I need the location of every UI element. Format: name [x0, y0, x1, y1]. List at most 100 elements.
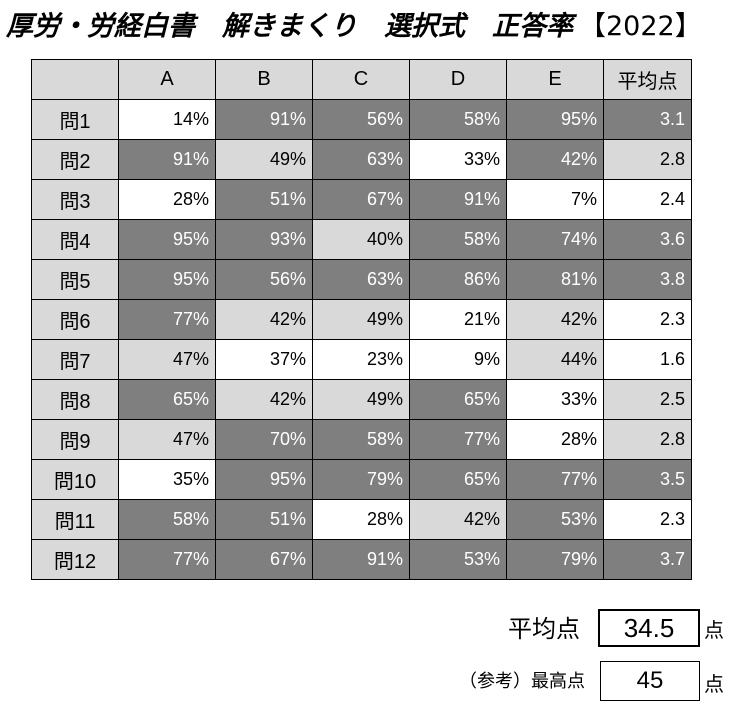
cell-b: 37% [215, 339, 313, 380]
average-score-unit: 点 [704, 618, 724, 642]
header-col-d: D [409, 59, 507, 100]
cell-d: 77% [409, 419, 507, 460]
average-score-value: 34.5 [598, 609, 700, 647]
cell-d: 42% [409, 499, 507, 540]
cell-a: 77% [118, 539, 216, 580]
cell-c: 58% [312, 419, 410, 460]
cell-d: 33% [409, 139, 507, 180]
header-col-a: A [118, 59, 216, 100]
header-col-average: 平均点 [603, 59, 692, 100]
cell-average: 3.1 [603, 99, 692, 140]
cell-c: 40% [312, 219, 410, 260]
table-row: 問3 28% 51% 67% 91% 7% 2.4 [31, 179, 692, 220]
cell-c: 23% [312, 339, 410, 380]
table-row: 問10 35% 95% 79% 65% 77% 3.5 [31, 459, 692, 500]
cell-b: 70% [215, 419, 313, 460]
cell-c: 79% [312, 459, 410, 500]
row-label: 問7 [31, 339, 119, 380]
cell-e: 95% [506, 99, 604, 140]
cell-a: 47% [118, 419, 216, 460]
row-label: 問12 [31, 539, 119, 580]
header-col-c: C [312, 59, 410, 100]
cell-e: 74% [506, 219, 604, 260]
cell-d: 21% [409, 299, 507, 340]
table-row: 問2 91% 49% 63% 33% 42% 2.8 [31, 139, 692, 180]
cell-d: 53% [409, 539, 507, 580]
cell-a: 14% [118, 99, 216, 140]
cell-b: 51% [215, 179, 313, 220]
cell-average: 2.4 [603, 179, 692, 220]
cell-c: 63% [312, 259, 410, 300]
cell-b: 51% [215, 499, 313, 540]
page-title: 厚労・労経白書 解きまくり 選択式 正答率 【2022】 [6, 6, 732, 48]
cell-average: 3.7 [603, 539, 692, 580]
table-row: 問12 77% 67% 91% 53% 79% 3.7 [31, 539, 692, 580]
cell-a: 47% [118, 339, 216, 380]
cell-e: 81% [506, 259, 604, 300]
header-corner [31, 59, 119, 100]
cell-c: 67% [312, 179, 410, 220]
row-label: 問4 [31, 219, 119, 260]
cell-e: 28% [506, 419, 604, 460]
cell-a: 95% [118, 219, 216, 260]
max-score-unit: 点 [704, 672, 724, 696]
cell-d: 91% [409, 179, 507, 220]
cell-a: 58% [118, 499, 216, 540]
cell-average: 2.3 [603, 499, 692, 540]
cell-e: 33% [506, 379, 604, 420]
cell-e: 7% [506, 179, 604, 220]
table-row: 問6 77% 42% 49% 21% 42% 2.3 [31, 299, 692, 340]
cell-e: 53% [506, 499, 604, 540]
row-label: 問3 [31, 179, 119, 220]
cell-e: 79% [506, 539, 604, 580]
cell-b: 67% [215, 539, 313, 580]
table-row: 問4 95% 93% 40% 58% 74% 3.6 [31, 219, 692, 260]
row-label: 問8 [31, 379, 119, 420]
title-main: 厚労・労経白書 解きまくり 選択式 正答率 [6, 11, 573, 42]
header-row: A B C D E 平均点 [31, 59, 692, 100]
cell-c: 28% [312, 499, 410, 540]
row-label: 問10 [31, 459, 119, 500]
cell-d: 86% [409, 259, 507, 300]
cell-c: 63% [312, 139, 410, 180]
cell-e: 44% [506, 339, 604, 380]
cell-b: 42% [215, 299, 313, 340]
answer-rate-table: A B C D E 平均点 問1 14% 91% 56% 58% 95% 3.1 問2 91% 4… [31, 59, 692, 580]
cell-a: 95% [118, 259, 216, 300]
row-label: 問6 [31, 299, 119, 340]
row-label: 問9 [31, 419, 119, 460]
row-label: 問5 [31, 259, 119, 300]
cell-average: 2.3 [603, 299, 692, 340]
cell-average: 2.8 [603, 139, 692, 180]
table-row: 問1 14% 91% 56% 58% 95% 3.1 [31, 99, 692, 140]
cell-d: 58% [409, 99, 507, 140]
cell-e: 77% [506, 459, 604, 500]
max-score-value: 45 [600, 661, 700, 701]
table-row: 問7 47% 37% 23% 9% 44% 1.6 [31, 339, 692, 380]
table-row: 問5 95% 56% 63% 86% 81% 3.8 [31, 259, 692, 300]
header-col-e: E [506, 59, 604, 100]
cell-e: 42% [506, 299, 604, 340]
cell-average: 3.6 [603, 219, 692, 260]
cell-b: 91% [215, 99, 313, 140]
cell-b: 56% [215, 259, 313, 300]
cell-c: 56% [312, 99, 410, 140]
table-row: 問8 65% 42% 49% 65% 33% 2.5 [31, 379, 692, 420]
cell-d: 58% [409, 219, 507, 260]
max-score-label: （参考）最高点 [459, 671, 585, 692]
cell-e: 42% [506, 139, 604, 180]
cell-a: 28% [118, 179, 216, 220]
cell-c: 91% [312, 539, 410, 580]
cell-a: 77% [118, 299, 216, 340]
cell-a: 65% [118, 379, 216, 420]
table-row: 問11 58% 51% 28% 42% 53% 2.3 [31, 499, 692, 540]
cell-d: 65% [409, 379, 507, 420]
row-label: 問1 [31, 99, 119, 140]
cell-average: 3.5 [603, 459, 692, 500]
table-row: 問9 47% 70% 58% 77% 28% 2.8 [31, 419, 692, 460]
row-label: 問2 [31, 139, 119, 180]
cell-d: 65% [409, 459, 507, 500]
cell-b: 49% [215, 139, 313, 180]
cell-a: 91% [118, 139, 216, 180]
title-year: 【2022】 [579, 11, 702, 42]
